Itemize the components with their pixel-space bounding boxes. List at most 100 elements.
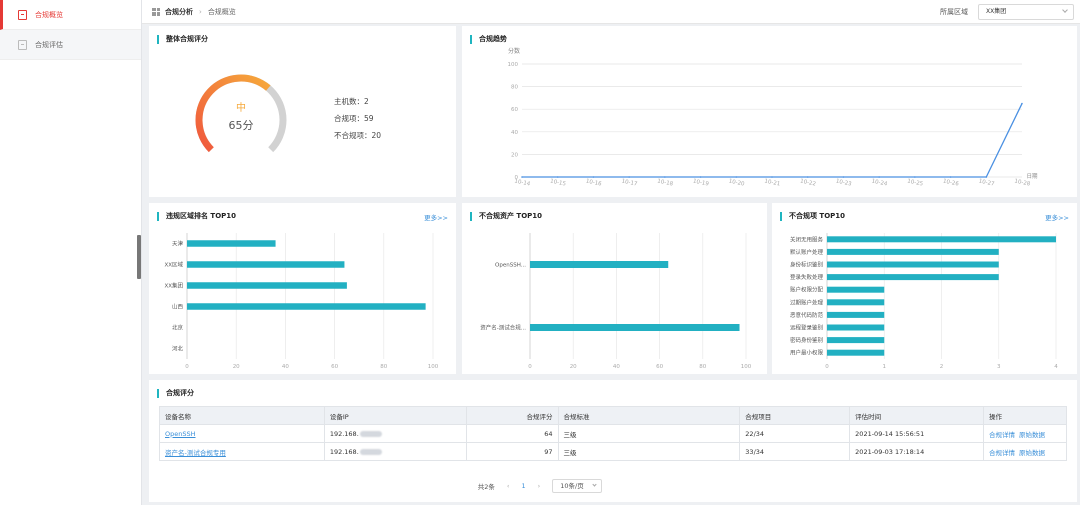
compliance-detail-link[interactable]: 合规详情: [989, 448, 1016, 457]
noncompliant-count: 不合规项：20: [334, 131, 382, 140]
host-count: 主机数：2: [334, 97, 369, 106]
x-tick-label: 100: [741, 364, 752, 370]
x-tick-label: 10-21: [764, 178, 781, 187]
data-point: [1021, 102, 1023, 105]
x-tick-label: 10-27: [978, 178, 995, 187]
x-tick-label: 40: [282, 364, 289, 370]
asset-rank-chart: 0 20 40 60 80 100 OpenSSH... 资产名-测试合规...: [480, 233, 752, 370]
column-header[interactable]: 合规标准: [557, 406, 741, 425]
x-tick-label: 0: [528, 364, 532, 370]
column-header[interactable]: 设备IP: [323, 406, 467, 425]
top-bar: 合规分析 › 合规概览 所属区域 XX集团: [142, 0, 1080, 24]
column-header[interactable]: 合规评分: [465, 406, 559, 425]
device-ip: 192.168.: [323, 424, 467, 443]
x-tick-label: 10-16: [585, 178, 602, 187]
pagination-total: 共2条: [477, 483, 495, 491]
page-number[interactable]: 1: [521, 482, 526, 490]
y-axis-label: 分数: [508, 47, 520, 55]
standard-cell: 三级: [557, 442, 741, 461]
x-tick-label: 10-20: [728, 178, 745, 187]
category-label: 登录失败处理: [790, 273, 824, 281]
standard-cell: 三级: [557, 424, 741, 443]
x-tick-label: 10-28: [1014, 178, 1031, 187]
y-tick-label: 80: [511, 85, 518, 91]
sidebar: 合规概览 合规评估: [0, 0, 142, 505]
category-label: 北京: [172, 324, 184, 332]
time-cell: 2021-09-03 17:18:14: [849, 442, 985, 461]
table-row: OpenSSH 192.168. 64 三级 22/34 2021-09-14 …: [159, 424, 1067, 443]
x-tick-label: 10-23: [835, 178, 852, 187]
x-tick-label: 100: [428, 364, 439, 370]
gauge-score: 65分: [229, 119, 254, 132]
score-gauge: 中 65分: [195, 74, 287, 153]
data-point: [949, 176, 952, 178]
raw-data-link[interactable]: 原始数据: [1019, 448, 1046, 457]
y-tick-label: 60: [511, 107, 518, 113]
category-label: 密码身份鉴别: [790, 336, 823, 344]
data-point: [878, 176, 880, 178]
bar: [827, 349, 885, 356]
region-rank-panel: 违规区域排名 TOP10 更多>> 0 20 40 60 80 100 天津 XX区域 XX集团…: [149, 203, 456, 374]
device-name-link[interactable]: OpenSSH: [165, 429, 196, 438]
more-link[interactable]: 更多>>: [424, 214, 448, 222]
score-table-panel: 合规评分 设备名称 设备IP 合规评分 合规标准 合规项目 评估时间 操作 Op…: [149, 380, 1077, 502]
asset-rank-panel: 不合规资产 TOP10 0 20 40 60 80 100 OpenSSH... 资产名-测试…: [462, 203, 767, 374]
more-link[interactable]: 更多>>: [1045, 214, 1069, 222]
region-select-value: XX集团: [986, 8, 1007, 15]
column-header[interactable]: 合规项目: [739, 406, 851, 425]
raw-data-link[interactable]: 原始数据: [1019, 430, 1046, 439]
y-tick-label: 0: [515, 175, 519, 181]
bar: [187, 261, 345, 268]
trend-chart: 分数 0 20 40 60 80 100 10-14 10-15 10-16 10-17 10-18 1…: [508, 47, 1038, 188]
page-size-select[interactable]: 10条/页: [552, 479, 603, 493]
sidebar-item-assessment[interactable]: 合规评估: [0, 30, 141, 60]
x-tick-label: 10-25: [907, 178, 924, 187]
bar: [827, 299, 885, 306]
category-label: XX区域: [164, 261, 183, 269]
chevron-right-icon[interactable]: ›: [537, 482, 541, 490]
x-tick-label: 10-15: [549, 178, 566, 187]
breadcrumb-current: 合规概览: [207, 7, 236, 16]
bar: [187, 240, 276, 247]
breadcrumb-separator-icon: ›: [199, 7, 202, 16]
x-tick-label: 4: [1054, 364, 1058, 370]
category-label: 账户权限分配: [790, 286, 824, 294]
breadcrumb-parent[interactable]: 合规分析: [165, 7, 193, 16]
column-header[interactable]: 设备名称: [159, 406, 325, 425]
x-tick-label: 0: [825, 364, 829, 370]
data-point: [914, 176, 916, 178]
x-tick-label: 10-22: [799, 178, 816, 187]
device-ip: 192.168.: [323, 442, 467, 461]
chevron-left-icon[interactable]: ‹: [506, 482, 510, 490]
region-select[interactable]: XX集团: [978, 4, 1074, 20]
category-label: 远程登录鉴别: [790, 324, 823, 332]
item-rank-chart: 0 1 2 3 4 关闭无用服务默认账户处理身份标识鉴别登录失败处理账户权限分配过期账户处…: [790, 233, 1058, 370]
bar: [827, 274, 999, 281]
compliance-detail-link[interactable]: 合规详情: [989, 430, 1016, 439]
sidebar-item-overview[interactable]: 合规概览: [0, 0, 141, 30]
sidebar-resize-handle[interactable]: [137, 235, 141, 279]
document-icon: [18, 39, 27, 50]
category-label: 河北: [172, 345, 184, 353]
column-header[interactable]: 评估时间: [849, 406, 985, 425]
report-icon: [18, 9, 27, 20]
bar: [187, 282, 347, 289]
x-tick-label: 60: [331, 364, 338, 370]
x-tick-label: 60: [656, 364, 663, 370]
bar: [530, 261, 669, 268]
score-table: 设备名称 设备IP 合规评分 合规标准 合规项目 评估时间 操作 OpenSSH…: [159, 406, 1067, 461]
device-name-link[interactable]: 资产名-测试合规专用: [165, 448, 226, 457]
operations-cell: 合规详情 原始数据: [983, 442, 1067, 461]
data-point: [628, 176, 630, 178]
items-cell: 22/34: [739, 424, 851, 443]
x-tick-label: 20: [233, 364, 240, 370]
x-tick-label: 10-19: [692, 178, 709, 187]
grid-icon: [152, 7, 160, 16]
bar: [827, 311, 885, 318]
score-cell: 97: [465, 442, 559, 461]
item-rank-panel: 不合规项 TOP10 更多>> 0 1 2 3 4 关闭无用服务 默认账户处理 身份标识鉴别登…: [772, 203, 1077, 374]
category-label: 恶意代码防范: [790, 311, 824, 319]
y-tick-label: 100: [508, 62, 519, 68]
x-tick-label: 80: [380, 364, 387, 370]
